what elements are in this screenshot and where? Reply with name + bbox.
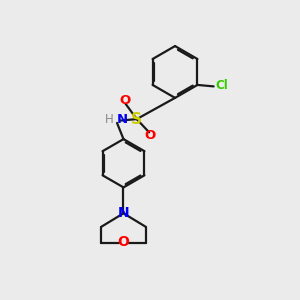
Text: N: N: [117, 113, 128, 127]
Text: S: S: [131, 112, 142, 127]
Text: H: H: [105, 113, 114, 127]
Text: Cl: Cl: [215, 79, 228, 92]
Text: O: O: [119, 94, 130, 107]
Text: O: O: [118, 236, 129, 249]
Text: O: O: [145, 129, 156, 142]
Text: N: N: [118, 206, 129, 220]
